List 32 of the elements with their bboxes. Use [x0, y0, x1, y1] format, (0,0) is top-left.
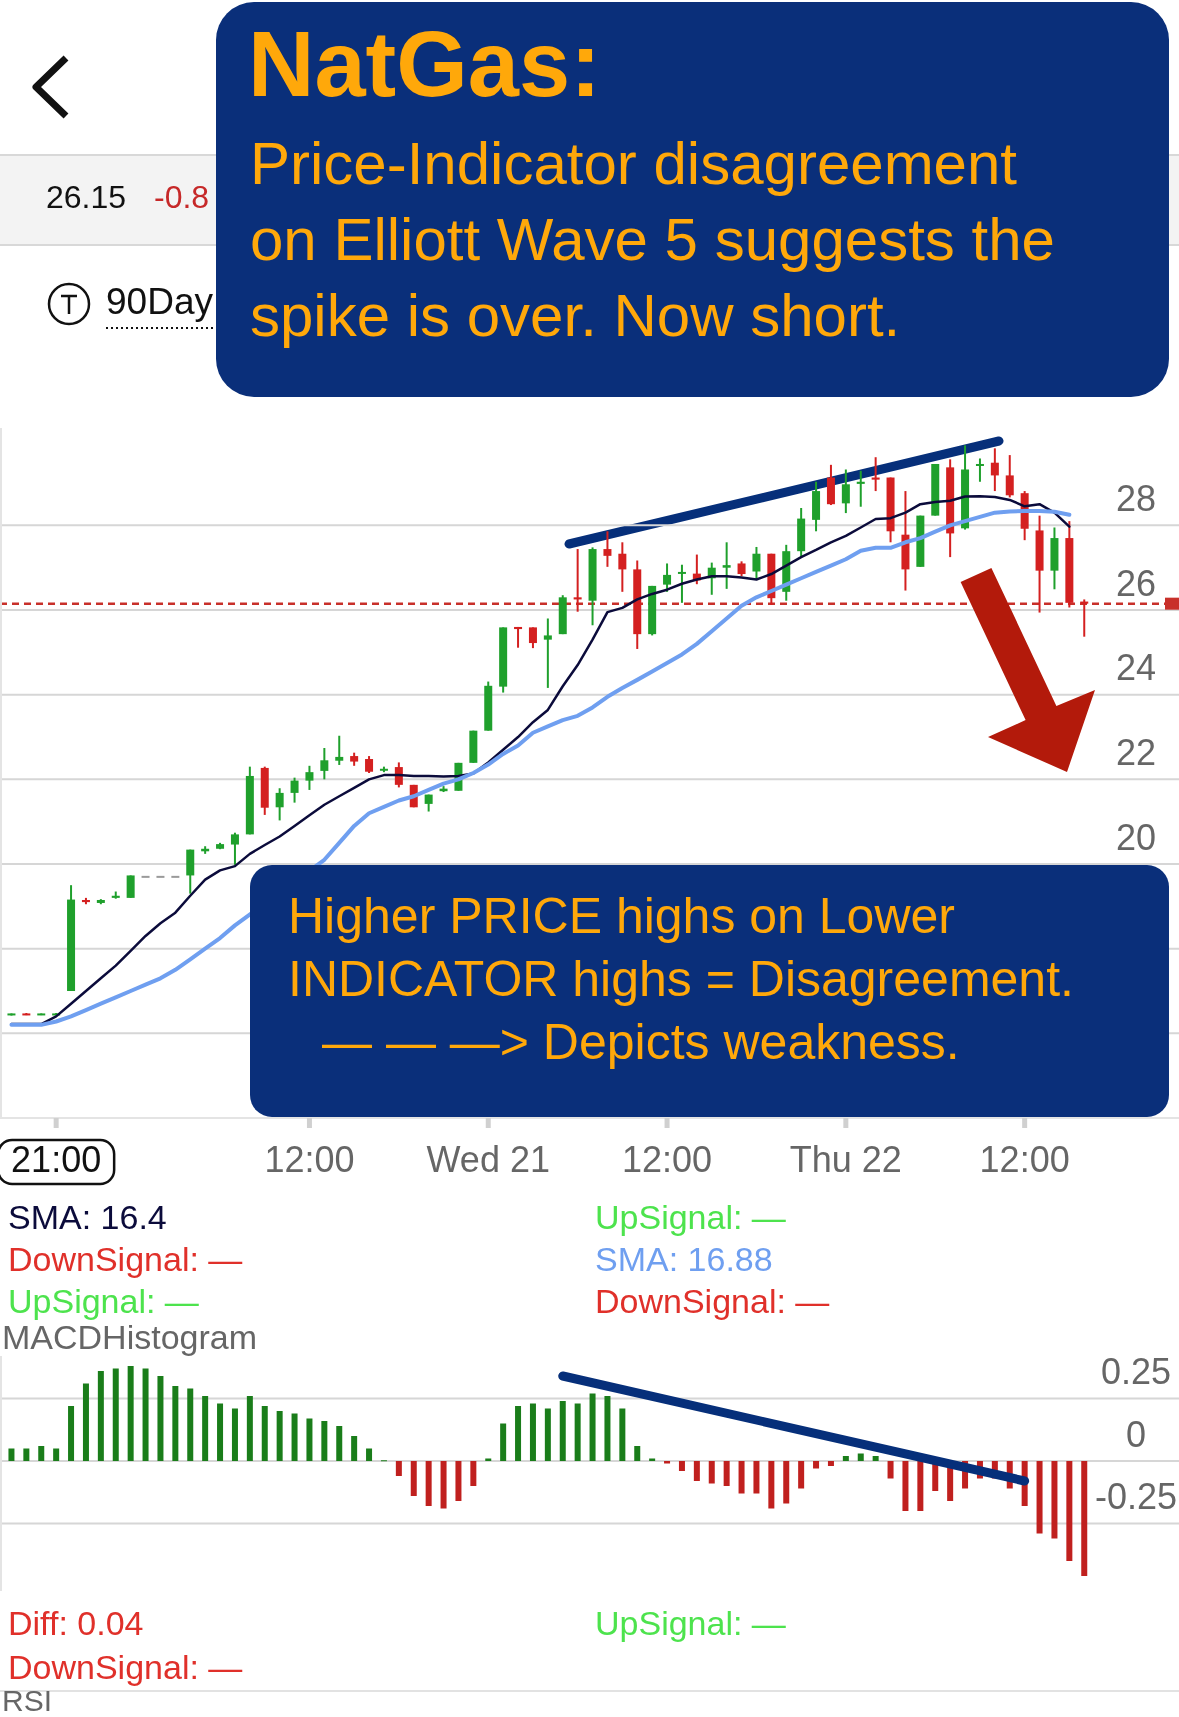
x-tick-label: 12:00 — [979, 1138, 1070, 1180]
text: RSI — [2, 1684, 53, 1717]
chart-title: NatGas: — [248, 13, 601, 116]
text: 90Day — [106, 280, 214, 322]
text: 26.15 — [46, 179, 127, 216]
y-tick-label: 0.25 — [1100, 1351, 1172, 1393]
y-tick-label: -0.25 — [1094, 1476, 1178, 1518]
annotation: Higher PRICE highs on Lower — [288, 888, 955, 945]
x-tick-label: 12:00 — [264, 1138, 355, 1180]
text: SMA: 16.88 — [595, 1239, 773, 1278]
legend-label: DownSignal: — — [8, 1647, 243, 1686]
y-tick-label: 26 — [1115, 562, 1157, 604]
legend-label: DownSignal: — — [595, 1281, 830, 1320]
legend-label: DownSignal: — — [8, 1239, 243, 1278]
text: -0.8 — [154, 179, 210, 216]
x-tick-label: 12:00 — [622, 1138, 713, 1180]
chart-subtitle: Price-Indicator disagreement on Elliott Wave 5 suggests the spike is over. Now short. — [250, 129, 1055, 349]
legend-label: UpSignal: — — [595, 1603, 786, 1642]
annotation: INDICATOR highs = Disagreement. — [288, 951, 1074, 1008]
y-tick-label: 20 — [1115, 816, 1157, 858]
y-tick-label: 28 — [1115, 477, 1157, 519]
x-tick-label: Thu 22 — [789, 1138, 902, 1180]
legend-label: UpSignal: — — [595, 1197, 786, 1236]
y-tick-label: 22 — [1115, 731, 1157, 773]
x-tick-label: Wed 21 — [426, 1138, 550, 1180]
legend-label: Diff: 0.04 — [8, 1603, 144, 1642]
text: SMA: 16.4 — [8, 1197, 167, 1236]
annotation: — — —> Depicts weakness. — [322, 1014, 960, 1071]
y-tick-label: 0 — [1125, 1413, 1147, 1455]
y-tick-label: 24 — [1115, 647, 1157, 689]
x-tick-label: 21:00 — [11, 1138, 102, 1180]
legend-label: UpSignal: — — [8, 1281, 199, 1320]
